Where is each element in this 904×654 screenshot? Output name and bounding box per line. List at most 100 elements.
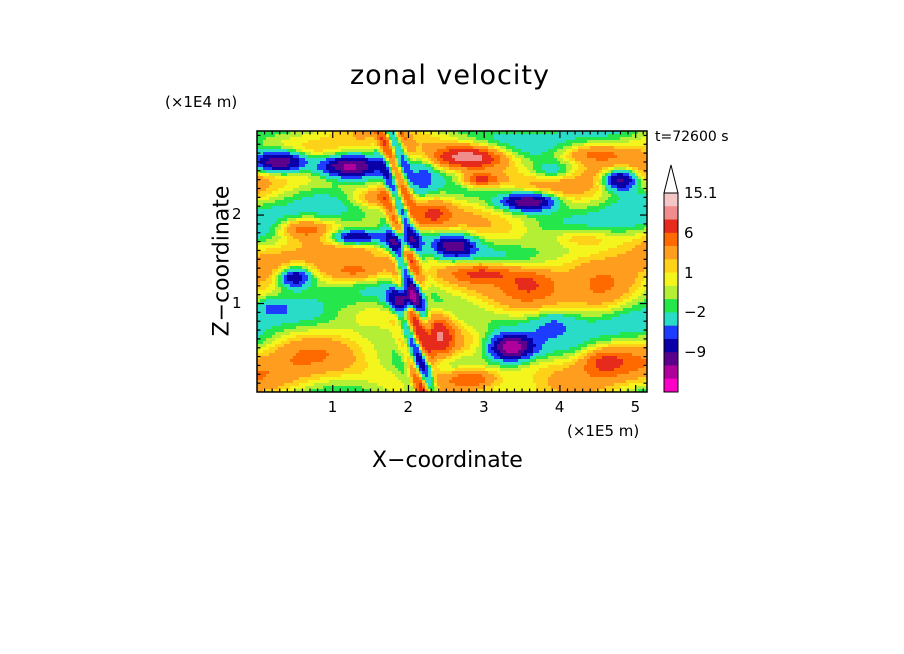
field-cell [518, 224, 522, 228]
field-cell [617, 215, 621, 219]
field-cell [269, 182, 273, 186]
field-cell [545, 194, 549, 198]
field-cell [479, 170, 483, 174]
field-cell [263, 233, 267, 237]
field-cell [626, 197, 630, 201]
field-cell [491, 170, 495, 174]
field-cell [428, 194, 432, 198]
field-cell [584, 230, 588, 234]
field-cell [569, 239, 573, 243]
field-cell [434, 239, 438, 243]
field-cell [593, 149, 597, 153]
field-cell [497, 206, 501, 210]
field-cell [278, 197, 282, 201]
field-cell [632, 179, 636, 183]
field-cell [401, 209, 405, 213]
field-cell [590, 143, 594, 147]
field-cell [356, 215, 360, 219]
field-cell [368, 149, 372, 153]
field-cell [449, 233, 453, 237]
field-cell [638, 149, 642, 153]
field-cell [311, 245, 315, 249]
field-cell [380, 194, 384, 198]
field-cell [623, 194, 627, 198]
field-cell [428, 185, 432, 189]
field-cell [287, 221, 291, 225]
field-cell [401, 227, 405, 231]
field-cell [617, 176, 621, 180]
field-cell [389, 191, 393, 195]
field-cell [578, 185, 582, 189]
field-cell [581, 146, 585, 150]
field-cell [440, 200, 444, 204]
field-cell [533, 158, 537, 162]
field-cell [335, 164, 339, 168]
field-cell [416, 137, 420, 141]
field-cell [476, 233, 480, 237]
field-cell [449, 158, 453, 162]
field-cell [455, 191, 459, 195]
field-cell [497, 227, 501, 231]
field-cell [578, 218, 582, 222]
field-cell [569, 164, 573, 168]
field-cell [437, 227, 441, 231]
field-cell [578, 236, 582, 240]
field-cell [302, 239, 306, 243]
field-cell [293, 194, 297, 198]
field-cell [512, 233, 516, 237]
field-cell [404, 203, 408, 207]
field-cell [521, 191, 525, 195]
field-cell [509, 239, 513, 243]
field-cell [524, 218, 528, 222]
field-cell [626, 170, 630, 174]
field-cell [317, 161, 321, 165]
field-cell [587, 233, 591, 237]
field-cell [326, 206, 330, 210]
field-cell [620, 167, 624, 171]
field-cell [371, 203, 375, 207]
field-cell [641, 188, 645, 192]
field-cell [479, 188, 483, 192]
field-cell [359, 191, 363, 195]
field-cell [488, 137, 492, 141]
field-cell [332, 194, 336, 198]
field-cell [575, 152, 579, 156]
field-cell [506, 152, 510, 156]
field-cell [578, 149, 582, 153]
field-cell [413, 149, 417, 153]
field-cell [635, 179, 639, 183]
field-cell [491, 236, 495, 240]
field-cell [338, 209, 342, 213]
field-cell [269, 239, 273, 243]
field-cell [635, 182, 639, 186]
field-cell [479, 164, 483, 168]
field-cell [575, 164, 579, 168]
field-cell [464, 230, 468, 234]
field-cell [311, 224, 315, 228]
field-cell [638, 224, 642, 228]
field-cell [365, 230, 369, 234]
field-cell [509, 242, 513, 246]
field-cell [578, 164, 582, 168]
field-cell [434, 173, 438, 177]
field-cell [620, 233, 624, 237]
field-cell [509, 188, 513, 192]
field-cell [347, 197, 351, 201]
field-cell [326, 221, 330, 225]
field-cell [422, 164, 426, 168]
field-cell [257, 230, 261, 234]
field-cell [521, 227, 525, 231]
field-cell [434, 176, 438, 180]
field-cell [569, 161, 573, 165]
field-cell [407, 182, 411, 186]
field-cell [425, 173, 429, 177]
field-cell [398, 230, 402, 234]
field-cell [575, 236, 579, 240]
field-cell [461, 212, 465, 216]
field-cell [272, 143, 276, 147]
field-cell [323, 230, 327, 234]
field-cell [461, 143, 465, 147]
field-cell [473, 191, 477, 195]
field-cell [578, 146, 582, 150]
field-cell [548, 233, 552, 237]
